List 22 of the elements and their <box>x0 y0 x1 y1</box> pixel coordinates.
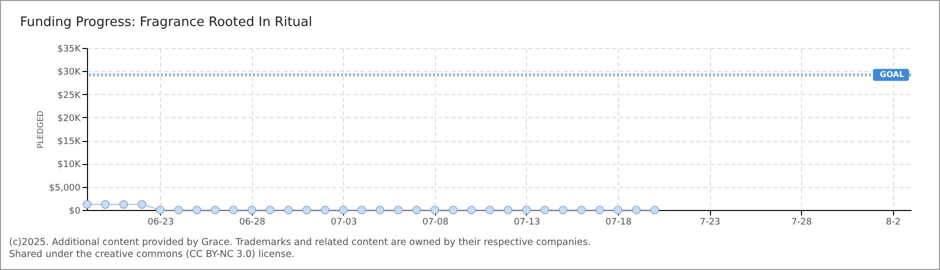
y-tick-label: $5,000 <box>49 183 81 194</box>
text: (c)2025. Additional content provided by Grace. Trademarks and related content are owned by their respective companies. <box>9 237 591 249</box>
ref-line-label: GOAL <box>880 70 904 79</box>
y-tick-label: $30K <box>57 68 82 78</box>
y-axis-title: PLEDGED <box>36 110 46 148</box>
y-tick-label: $15K <box>57 137 82 148</box>
y-tick-label: $10K <box>57 160 82 170</box>
x-tick-label: 7-23 <box>700 218 720 228</box>
x-tick-label: 8-2 <box>886 218 901 228</box>
x-tick-label: 07-18 <box>605 218 632 228</box>
x-tick-label: 06-23 <box>148 218 174 228</box>
x-tick-label: 7-28 <box>791 218 812 228</box>
x-tick-label: 06-28 <box>239 218 266 228</box>
y-tick-label: $35K <box>57 44 82 54</box>
x-tick-label: 07-08 <box>422 218 449 228</box>
x-tick-label: 07-13 <box>514 218 540 228</box>
text: Shared under the creative commons (CC BY-NC 3.0) license. <box>9 249 296 261</box>
x-tick-label: 07-03 <box>330 218 357 228</box>
y-tick-label: $0 <box>69 206 81 216</box>
y-tick-label: $25K <box>57 90 82 101</box>
y-tick-label: $20K <box>57 114 82 124</box>
chart-title: Funding Progress: Fragrance Rooted In Ritual <box>20 15 312 30</box>
